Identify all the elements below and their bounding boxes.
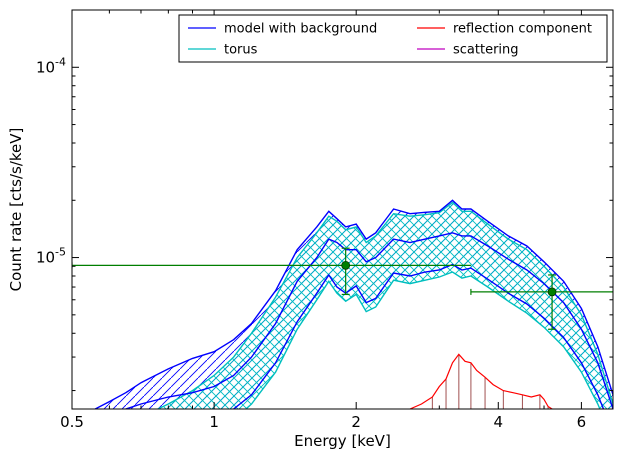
torus-lower-line	[244, 271, 601, 409]
legend-label-reflection: reflection component	[453, 22, 592, 37]
legend-label-torus: torus	[224, 43, 258, 58]
x-tick-label: 6	[577, 413, 587, 431]
plot-frame	[71, 9, 614, 410]
legend-box	[178, 14, 608, 63]
legend-label-scattering: scattering	[453, 43, 519, 58]
data-point	[547, 287, 557, 297]
y-axis-label: Count rate [cts/s/keV]	[7, 128, 25, 292]
data-point	[341, 260, 351, 270]
legend-label-model: model with background	[224, 22, 377, 37]
model-upper-line	[92, 199, 613, 409]
x-tick-label: 4	[494, 413, 504, 431]
reflection-line	[409, 353, 554, 409]
x-tick-label: 1	[209, 413, 219, 431]
legend: model with background reflection compone…	[178, 14, 608, 63]
y-tick-label: 10-5	[36, 246, 66, 267]
x-tick-label: 2	[351, 413, 361, 431]
plot-background	[72, 10, 613, 409]
data-layer	[72, 199, 613, 409]
model-lower-line	[230, 263, 605, 409]
model-line	[123, 232, 613, 409]
torus-upper-line	[156, 201, 613, 409]
y-tick-label: 10-4	[36, 55, 66, 76]
ticks: 0.5 1 2 4 6 10-5 10-4	[36, 9, 614, 431]
x-tick-label: 0.5	[60, 413, 84, 431]
x-axis-label: Energy [keV]	[294, 432, 391, 450]
